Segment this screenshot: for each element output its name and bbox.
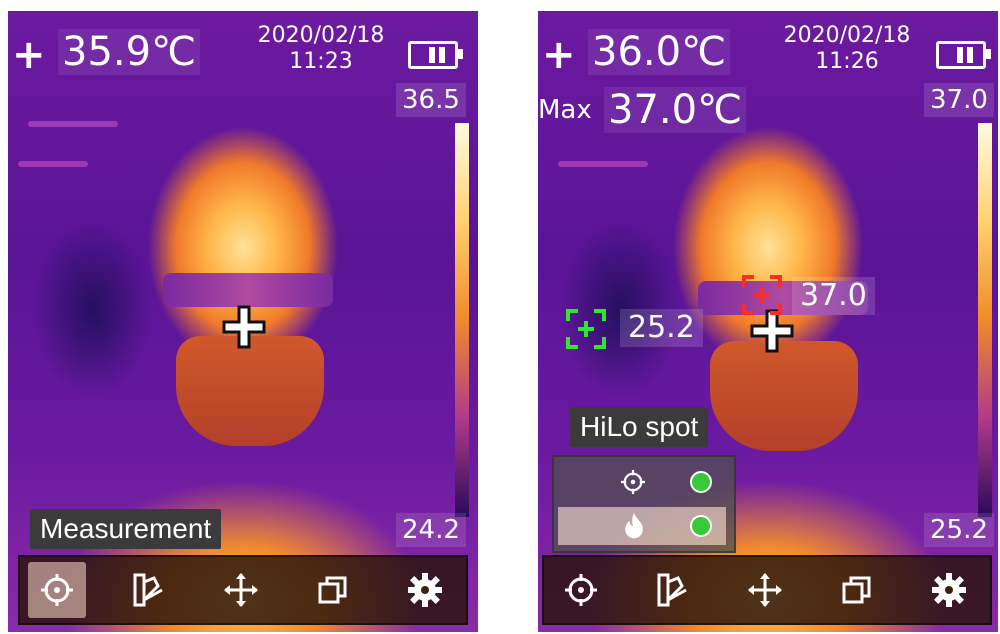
date: 2020/02/18 <box>783 23 911 48</box>
hot-spot-icon <box>742 275 782 315</box>
battery-icon <box>408 41 463 69</box>
scale-min: 24.2 <box>396 513 466 547</box>
measurement-button[interactable] <box>552 562 610 618</box>
layers-button[interactable] <box>828 562 886 618</box>
bottom-toolbar <box>18 555 468 625</box>
hot-spot-value: 37.0 <box>792 277 875 315</box>
thermal-mask <box>176 336 324 446</box>
thermal-artifact <box>28 121 118 127</box>
center-temperature: 35.9℃ <box>58 29 200 75</box>
settings-button[interactable] <box>920 562 978 618</box>
time: 11:26 <box>815 49 879 74</box>
max-label: Max <box>538 95 592 125</box>
move-button[interactable] <box>212 562 270 618</box>
color-scale-bar <box>455 123 469 517</box>
measurement-target-icon <box>41 574 73 606</box>
cold-spot-icon <box>566 309 606 349</box>
crosshair-icon <box>750 309 794 353</box>
battery-icon <box>936 41 991 69</box>
layers-button[interactable] <box>304 562 362 618</box>
color-scale-bar <box>978 123 992 517</box>
thermal-mask <box>710 341 858 451</box>
hilo-panel <box>552 455 736 553</box>
left-thermal-screen: + 35.9℃ 2020/02/18 11:23 36.5 24.2 Measu… <box>8 11 478 632</box>
thermal-glasses <box>163 273 333 307</box>
gear-icon <box>932 573 966 607</box>
bottom-toolbar <box>542 555 992 625</box>
scale-min: 25.2 <box>924 513 994 547</box>
thermal-artifact <box>558 161 648 167</box>
measurement-target-icon <box>565 574 597 606</box>
palette-button[interactable] <box>120 562 178 618</box>
cold-toggle-on[interactable] <box>690 471 712 493</box>
hot-toggle-on[interactable] <box>690 515 712 537</box>
palette-icon <box>657 573 687 607</box>
palette-button[interactable] <box>644 562 702 618</box>
layers-icon <box>842 576 871 604</box>
palette-icon <box>133 573 163 607</box>
date-time: 2020/02/18 11:23 <box>246 23 396 75</box>
move-arrows-icon <box>748 573 782 607</box>
center-spot-icon: + <box>542 32 576 78</box>
crosshair-icon <box>222 305 266 349</box>
layers-icon <box>318 576 347 604</box>
thermal-glasses <box>698 281 868 315</box>
date: 2020/02/18 <box>257 23 385 48</box>
center-spot-icon: + <box>12 32 46 78</box>
measurement-button[interactable] <box>28 562 86 618</box>
center-temperature: 36.0℃ <box>588 29 730 75</box>
move-arrows-icon <box>224 573 258 607</box>
gear-icon <box>408 573 442 607</box>
date-time: 2020/02/18 11:26 <box>772 23 922 75</box>
scale-max: 36.5 <box>396 83 466 117</box>
hilo-row-cold[interactable] <box>558 463 726 501</box>
time: 11:23 <box>289 49 353 74</box>
cold-spot-value: 25.2 <box>620 309 703 347</box>
move-button[interactable] <box>736 562 794 618</box>
scale-max: 37.0 <box>924 83 994 117</box>
settings-button[interactable] <box>396 562 454 618</box>
right-thermal-screen: + 36.0℃ Max 37.0℃ 2020/02/18 11:26 37.0 … <box>538 11 998 632</box>
max-temperature: 37.0℃ <box>604 87 746 133</box>
hilo-row-hot[interactable] <box>558 507 726 545</box>
mode-label: HiLo spot <box>570 407 709 447</box>
thermal-artifact <box>18 161 88 167</box>
target-icon <box>621 470 645 494</box>
flame-icon <box>625 512 643 539</box>
mode-label: Measurement <box>30 509 222 549</box>
